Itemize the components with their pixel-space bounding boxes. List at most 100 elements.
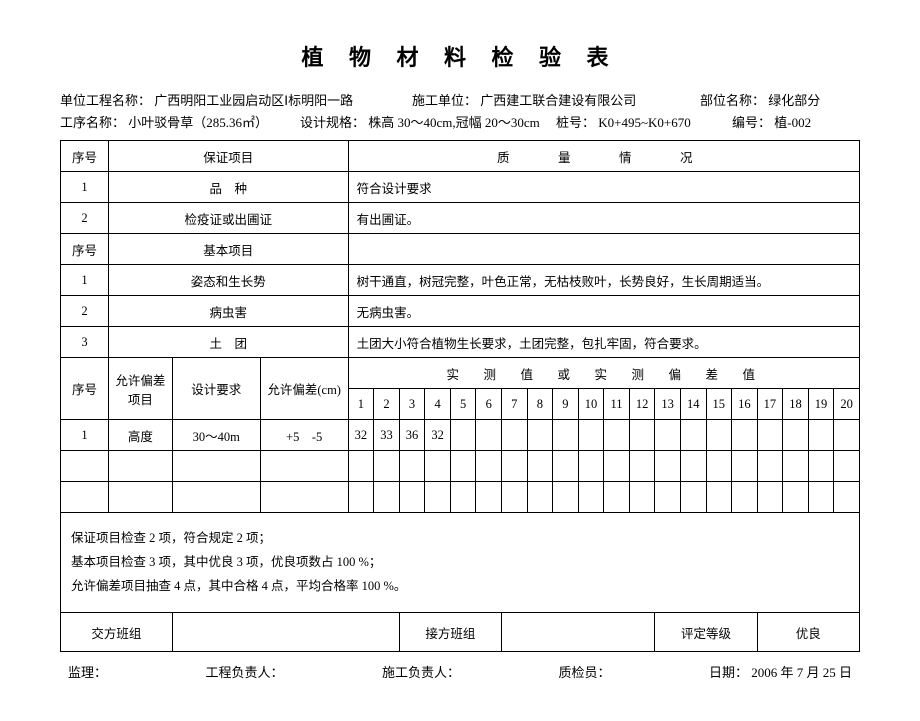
- cell-item: 品 种: [108, 172, 348, 203]
- val-cell: [808, 420, 834, 451]
- col-tol-item: 允许偏差项目: [108, 358, 172, 420]
- cell-item: 高度: [108, 420, 172, 451]
- val-cell: [680, 420, 706, 451]
- cell-item: 姿态和生长势: [108, 265, 348, 296]
- summary-row: 保证项目检查 2 项，符合规定 2 项； 基本项目检查 3 项，其中优良 3 项…: [61, 513, 860, 613]
- val-cell: 32: [348, 420, 374, 451]
- val-cell: 32: [425, 420, 451, 451]
- num-cell: 8: [527, 389, 553, 420]
- num-cell: 17: [757, 389, 783, 420]
- cell-quality: 有出圃证。: [348, 203, 859, 234]
- stake-label: 桩号：: [556, 115, 595, 130]
- section: 绿化部分: [768, 93, 820, 108]
- handover-value: [172, 613, 399, 652]
- cell-item: [108, 451, 172, 482]
- page-title: 植 物 材 料 检 验 表: [60, 40, 860, 72]
- val-cell: [476, 420, 502, 451]
- num-cell: 13: [655, 389, 681, 420]
- cell-tol: [260, 482, 348, 513]
- sign-qc: 质检员：: [558, 662, 610, 681]
- table-row: 1 高度 30～40m +5 -5 32 33 36 32: [61, 420, 860, 451]
- num-cell: 11: [604, 389, 630, 420]
- cell-quality: 土团大小符合植物生长要求，土团完整，包扎牢固，符合要求。: [348, 327, 859, 358]
- cell-n: 1: [61, 172, 109, 203]
- num-cell: 2: [374, 389, 400, 420]
- sign-date-label: 日期：: [709, 665, 748, 680]
- num-cell: 6: [476, 389, 502, 420]
- grade-label: 评定等级: [655, 613, 757, 652]
- val-cell: [629, 420, 655, 451]
- col-seq: 序号: [61, 358, 109, 420]
- summary-line-2: 基本项目检查 3 项，其中优良 3 项，优良项数占 100 %；: [71, 551, 849, 575]
- cell-quality: 树干通直，树冠完整，叶色正常，无枯枝败叶，长势良好，生长周期适当。: [348, 265, 859, 296]
- handover-label: 交方班组: [61, 613, 173, 652]
- grade-value: 优良: [757, 613, 859, 652]
- sign-proj-lead: 工程负责人：: [205, 662, 283, 681]
- signature-line: 监理： 工程负责人： 施工负责人： 质检员： 日期： 2006 年 7 月 25…: [60, 662, 860, 681]
- stake: K0+495~K0+670: [598, 115, 690, 130]
- col-design-req: 设计要求: [172, 358, 260, 420]
- cell-item: 土 团: [108, 327, 348, 358]
- num-cell: 19: [808, 389, 834, 420]
- table-row: 1 姿态和生长势 树干通直，树冠完整，叶色正常，无枯枝败叶，长势良好，生长周期适…: [61, 265, 860, 296]
- constructor-label: 施工单位：: [412, 93, 477, 108]
- col-guarantee: 保证项目: [108, 141, 348, 172]
- table-row: 2 病虫害 无病虫害。: [61, 296, 860, 327]
- num-cell: 16: [732, 389, 758, 420]
- guarantee-header: 序号 保证项目 质 量 情 况: [61, 141, 860, 172]
- proc: 小叶驳骨草（285.36㎡）: [128, 115, 268, 130]
- table-row: 1 品 种 符合设计要求: [61, 172, 860, 203]
- col-basic: 基本项目: [108, 234, 348, 265]
- basic-header: 序号 基本项目: [61, 234, 860, 265]
- footer-row: 交方班组 接方班组 评定等级 优良: [61, 613, 860, 652]
- val-cell: 36: [399, 420, 425, 451]
- cell-n: 2: [61, 203, 109, 234]
- num-cell: 9: [553, 389, 579, 420]
- num-cell: 14: [680, 389, 706, 420]
- constructor: 广西建工联合建设有限公司: [480, 93, 636, 108]
- cell-tol: +5 -5: [260, 420, 348, 451]
- val-cell: [578, 420, 604, 451]
- val-cell: [732, 420, 758, 451]
- val-cell: [604, 420, 630, 451]
- sign-supervisor: 监理：: [68, 662, 107, 681]
- cell-design: [172, 482, 260, 513]
- val-cell: 33: [374, 420, 400, 451]
- num-cell: 1: [348, 389, 374, 420]
- table-row: [61, 451, 860, 482]
- header-row-1: 单位工程名称： 广西明阳工业园启动区Ⅰ标明阳一路 施工单位： 广西建工联合建设有…: [60, 90, 860, 112]
- cell-item: [108, 482, 172, 513]
- val-cell: [655, 420, 681, 451]
- cell-n: 3: [61, 327, 109, 358]
- cell-n: [61, 451, 109, 482]
- table-row: 3 土 团 土团大小符合植物生长要求，土团完整，包扎牢固，符合要求。: [61, 327, 860, 358]
- cell-design: 30～40m: [172, 420, 260, 451]
- val-cell: [834, 420, 860, 451]
- header-row-2: 工序名称： 小叶驳骨草（285.36㎡） 设计规格： 株高 30～40cm,冠幅…: [60, 112, 860, 134]
- spec: 株高 30～40cm,冠幅 20～30cm: [368, 115, 540, 130]
- num-cell: 7: [502, 389, 528, 420]
- table-row: [61, 482, 860, 513]
- proc-label: 工序名称：: [60, 115, 125, 130]
- cell-quality: 符合设计要求: [348, 172, 859, 203]
- col-measured: 实 测 值 或 实 测 偏 差 值: [348, 358, 859, 389]
- num-cell: 3: [399, 389, 425, 420]
- val-cell: [757, 420, 783, 451]
- cell-blank: [348, 234, 859, 265]
- cell-tol: [260, 451, 348, 482]
- sign-site-lead: 施工负责人：: [382, 662, 460, 681]
- val-cell: [502, 420, 528, 451]
- receive-label: 接方班组: [399, 613, 501, 652]
- cell-n: 2: [61, 296, 109, 327]
- unit-project-label: 单位工程名称：: [60, 93, 151, 108]
- cell-design: [172, 451, 260, 482]
- val-cell: [783, 420, 809, 451]
- cell-item: 检疫证或出圃证: [108, 203, 348, 234]
- col-tolerance: 允许偏差(cm): [260, 358, 348, 420]
- section-label: 部位名称：: [700, 93, 765, 108]
- col-seq: 序号: [61, 234, 109, 265]
- sign-date: 2006 年 7 月 25 日: [751, 665, 852, 680]
- tolerance-header: 序号 允许偏差项目 设计要求 允许偏差(cm) 实 测 值 或 实 测 偏 差 …: [61, 358, 860, 389]
- col-quality: 质 量 情 况: [348, 141, 859, 172]
- code: 植-002: [774, 115, 811, 130]
